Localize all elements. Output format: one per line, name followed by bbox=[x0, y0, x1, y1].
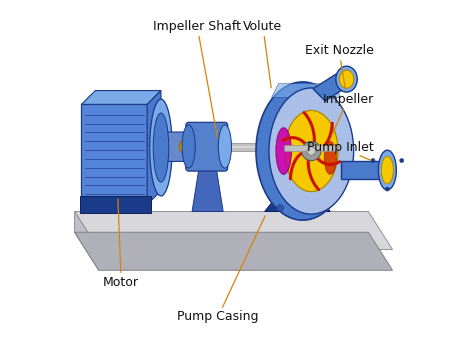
Polygon shape bbox=[272, 84, 341, 98]
Text: Volute: Volute bbox=[243, 20, 283, 88]
Text: Motor: Motor bbox=[103, 199, 139, 289]
Polygon shape bbox=[147, 91, 161, 205]
Polygon shape bbox=[341, 161, 386, 179]
Polygon shape bbox=[82, 104, 147, 205]
Text: Impeller: Impeller bbox=[322, 93, 374, 136]
Text: Impeller Shaft: Impeller Shaft bbox=[153, 20, 241, 138]
Ellipse shape bbox=[150, 99, 172, 196]
Circle shape bbox=[311, 205, 318, 212]
Circle shape bbox=[301, 141, 321, 161]
Ellipse shape bbox=[256, 82, 349, 220]
Ellipse shape bbox=[276, 128, 292, 174]
FancyBboxPatch shape bbox=[80, 196, 151, 213]
Ellipse shape bbox=[269, 88, 354, 214]
Polygon shape bbox=[82, 91, 161, 104]
Ellipse shape bbox=[219, 125, 231, 168]
Polygon shape bbox=[192, 168, 223, 212]
FancyBboxPatch shape bbox=[185, 143, 285, 151]
Ellipse shape bbox=[182, 125, 195, 168]
Text: Pump Inlet: Pump Inlet bbox=[307, 141, 374, 160]
Polygon shape bbox=[313, 73, 349, 101]
Ellipse shape bbox=[381, 156, 393, 184]
Ellipse shape bbox=[324, 142, 337, 174]
Circle shape bbox=[307, 147, 316, 155]
Circle shape bbox=[400, 159, 404, 163]
Polygon shape bbox=[74, 212, 392, 249]
Circle shape bbox=[179, 139, 194, 154]
Ellipse shape bbox=[336, 66, 357, 92]
Ellipse shape bbox=[284, 110, 338, 192]
Ellipse shape bbox=[378, 150, 396, 190]
Ellipse shape bbox=[339, 70, 354, 88]
Circle shape bbox=[277, 205, 283, 212]
Text: Pump Casing: Pump Casing bbox=[177, 216, 265, 323]
FancyBboxPatch shape bbox=[283, 145, 337, 151]
FancyBboxPatch shape bbox=[186, 122, 228, 171]
Ellipse shape bbox=[153, 113, 169, 182]
Text: Exit Nozzle: Exit Nozzle bbox=[305, 44, 374, 90]
Circle shape bbox=[371, 159, 375, 163]
Polygon shape bbox=[74, 232, 392, 270]
FancyBboxPatch shape bbox=[157, 132, 187, 161]
Polygon shape bbox=[74, 212, 99, 270]
Circle shape bbox=[385, 187, 390, 191]
Polygon shape bbox=[264, 203, 330, 212]
